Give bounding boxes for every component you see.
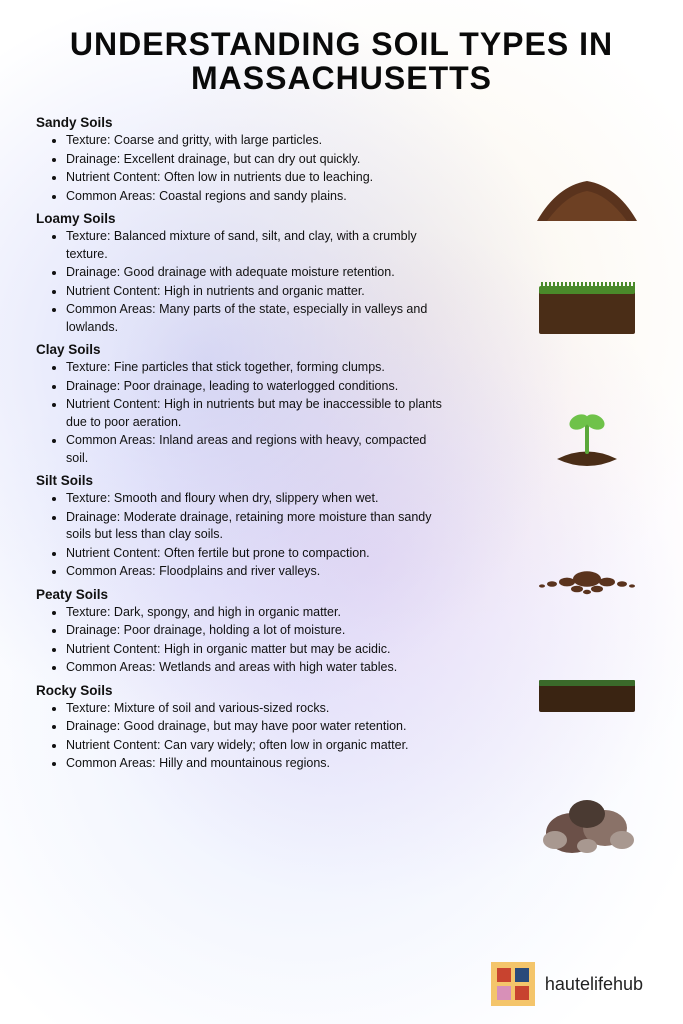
brand-logo-icon (491, 962, 535, 1006)
soil-illustration-mound-icon (527, 166, 647, 236)
bullet-item: Texture: Coarse and gritty, with large p… (66, 132, 446, 150)
section-heading: Rocky Soils (36, 683, 446, 698)
section-heading: Loamy Soils (36, 211, 446, 226)
section-heading: Silt Soils (36, 473, 446, 488)
section-bullets: Texture: Smooth and floury when dry, sli… (36, 490, 446, 581)
footer: hautelifehub (491, 962, 643, 1006)
title-line-1: UNDERSTANDING SOIL TYPES IN (70, 26, 613, 62)
soil-section: Sandy Soils Texture: Coarse and gritty, w… (36, 115, 446, 205)
bullet-item: Texture: Balanced mixture of sand, silt,… (66, 228, 446, 263)
bullet-item: Drainage: Moderate drainage, retaining m… (66, 509, 446, 544)
section-bullets: Texture: Balanced mixture of sand, silt,… (36, 228, 446, 336)
section-heading: Clay Soils (36, 342, 446, 357)
section-heading: Sandy Soils (36, 115, 446, 130)
soil-section: Peaty Soils Texture: Dark, spongy, and hi… (36, 587, 446, 677)
sections-list: Sandy Soils Texture: Coarse and gritty, w… (36, 115, 446, 773)
bullet-item: Nutrient Content: Often low in nutrients… (66, 169, 446, 187)
soil-illustration-scatter-icon (527, 544, 647, 614)
section-bullets: Texture: Coarse and gritty, with large p… (36, 132, 446, 205)
soil-illustration-block-grass-icon (527, 272, 647, 342)
bullet-item: Nutrient Content: High in nutrients but … (66, 396, 446, 431)
bullet-item: Texture: Mixture of soil and various-siz… (66, 700, 446, 718)
bullet-item: Common Areas: Floodplains and river vall… (66, 563, 446, 581)
soil-section: Loamy Soils Texture: Balanced mixture of … (36, 211, 446, 336)
bullet-item: Nutrient Content: High in organic matter… (66, 641, 446, 659)
bullet-item: Texture: Smooth and floury when dry, sli… (66, 490, 446, 508)
section-bullets: Texture: Fine particles that stick toget… (36, 359, 446, 467)
bullet-item: Drainage: Good drainage with adequate mo… (66, 264, 446, 282)
soil-illustration-block-grass-thin-icon (527, 654, 647, 724)
bullet-item: Common Areas: Coastal regions and sandy … (66, 188, 446, 206)
bullet-item: Drainage: Poor drainage, holding a lot o… (66, 622, 446, 640)
soil-illustration-sprout-icon (527, 404, 647, 474)
bullet-item: Drainage: Good drainage, but may have po… (66, 718, 446, 736)
soil-illustration-rocks-icon (527, 778, 647, 858)
bullet-item: Texture: Fine particles that stick toget… (66, 359, 446, 377)
bullet-item: Common Areas: Wetlands and areas with hi… (66, 659, 446, 677)
section-heading: Peaty Soils (36, 587, 446, 602)
bullet-item: Texture: Dark, spongy, and high in organ… (66, 604, 446, 622)
bullet-item: Drainage: Poor drainage, leading to wate… (66, 378, 446, 396)
bullet-item: Nutrient Content: Often fertile but pron… (66, 545, 446, 563)
title-line-2: MASSACHUSETTS (191, 60, 492, 96)
soil-section: Rocky Soils Texture: Mixture of soil and … (36, 683, 446, 773)
bullet-item: Nutrient Content: High in nutrients and … (66, 283, 446, 301)
bullet-item: Common Areas: Hilly and mountainous regi… (66, 755, 446, 773)
bullet-item: Nutrient Content: Can vary widely; often… (66, 737, 446, 755)
section-bullets: Texture: Dark, spongy, and high in organ… (36, 604, 446, 677)
bullet-item: Common Areas: Inland areas and regions w… (66, 432, 446, 467)
bullet-item: Common Areas: Many parts of the state, e… (66, 301, 446, 336)
page-title: UNDERSTANDING SOIL TYPES IN MASSACHUSETT… (36, 28, 647, 95)
section-bullets: Texture: Mixture of soil and various-siz… (36, 700, 446, 773)
soil-section: Silt Soils Texture: Smooth and floury whe… (36, 473, 446, 581)
soil-section: Clay Soils Texture: Fine particles that s… (36, 342, 446, 467)
bullet-item: Drainage: Excellent drainage, but can dr… (66, 151, 446, 169)
brand-name: hautelifehub (545, 974, 643, 995)
